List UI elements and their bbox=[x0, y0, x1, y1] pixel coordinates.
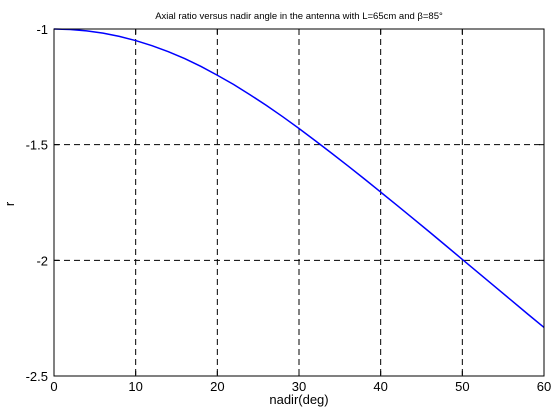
y-axis-label: r bbox=[2, 201, 17, 206]
x-tick-label: 60 bbox=[537, 379, 551, 394]
chart-title: Axial ratio versus nadir angle in the an… bbox=[155, 11, 443, 22]
series-layer bbox=[53, 28, 545, 328]
x-tick-label: 20 bbox=[210, 379, 224, 394]
x-axis-label: nadir(deg) bbox=[269, 392, 328, 407]
y-tick-label: -1 bbox=[36, 22, 48, 37]
grid bbox=[54, 29, 544, 376]
y-tick-label: -1.5 bbox=[26, 138, 48, 153]
ticks: 0 10 20 30 40 50 60 -1 -1.5 -2 -2.5 bbox=[26, 22, 552, 394]
series-line bbox=[53, 28, 545, 328]
x-tick-label: 40 bbox=[373, 379, 387, 394]
x-tick-label: 30 bbox=[292, 379, 306, 394]
x-tick-label: 0 bbox=[50, 379, 57, 394]
x-tick-label: 50 bbox=[455, 379, 469, 394]
x-tick-label: 10 bbox=[128, 379, 142, 394]
y-tick-label: -2 bbox=[36, 253, 48, 268]
y-tick-label: -2.5 bbox=[26, 369, 48, 384]
